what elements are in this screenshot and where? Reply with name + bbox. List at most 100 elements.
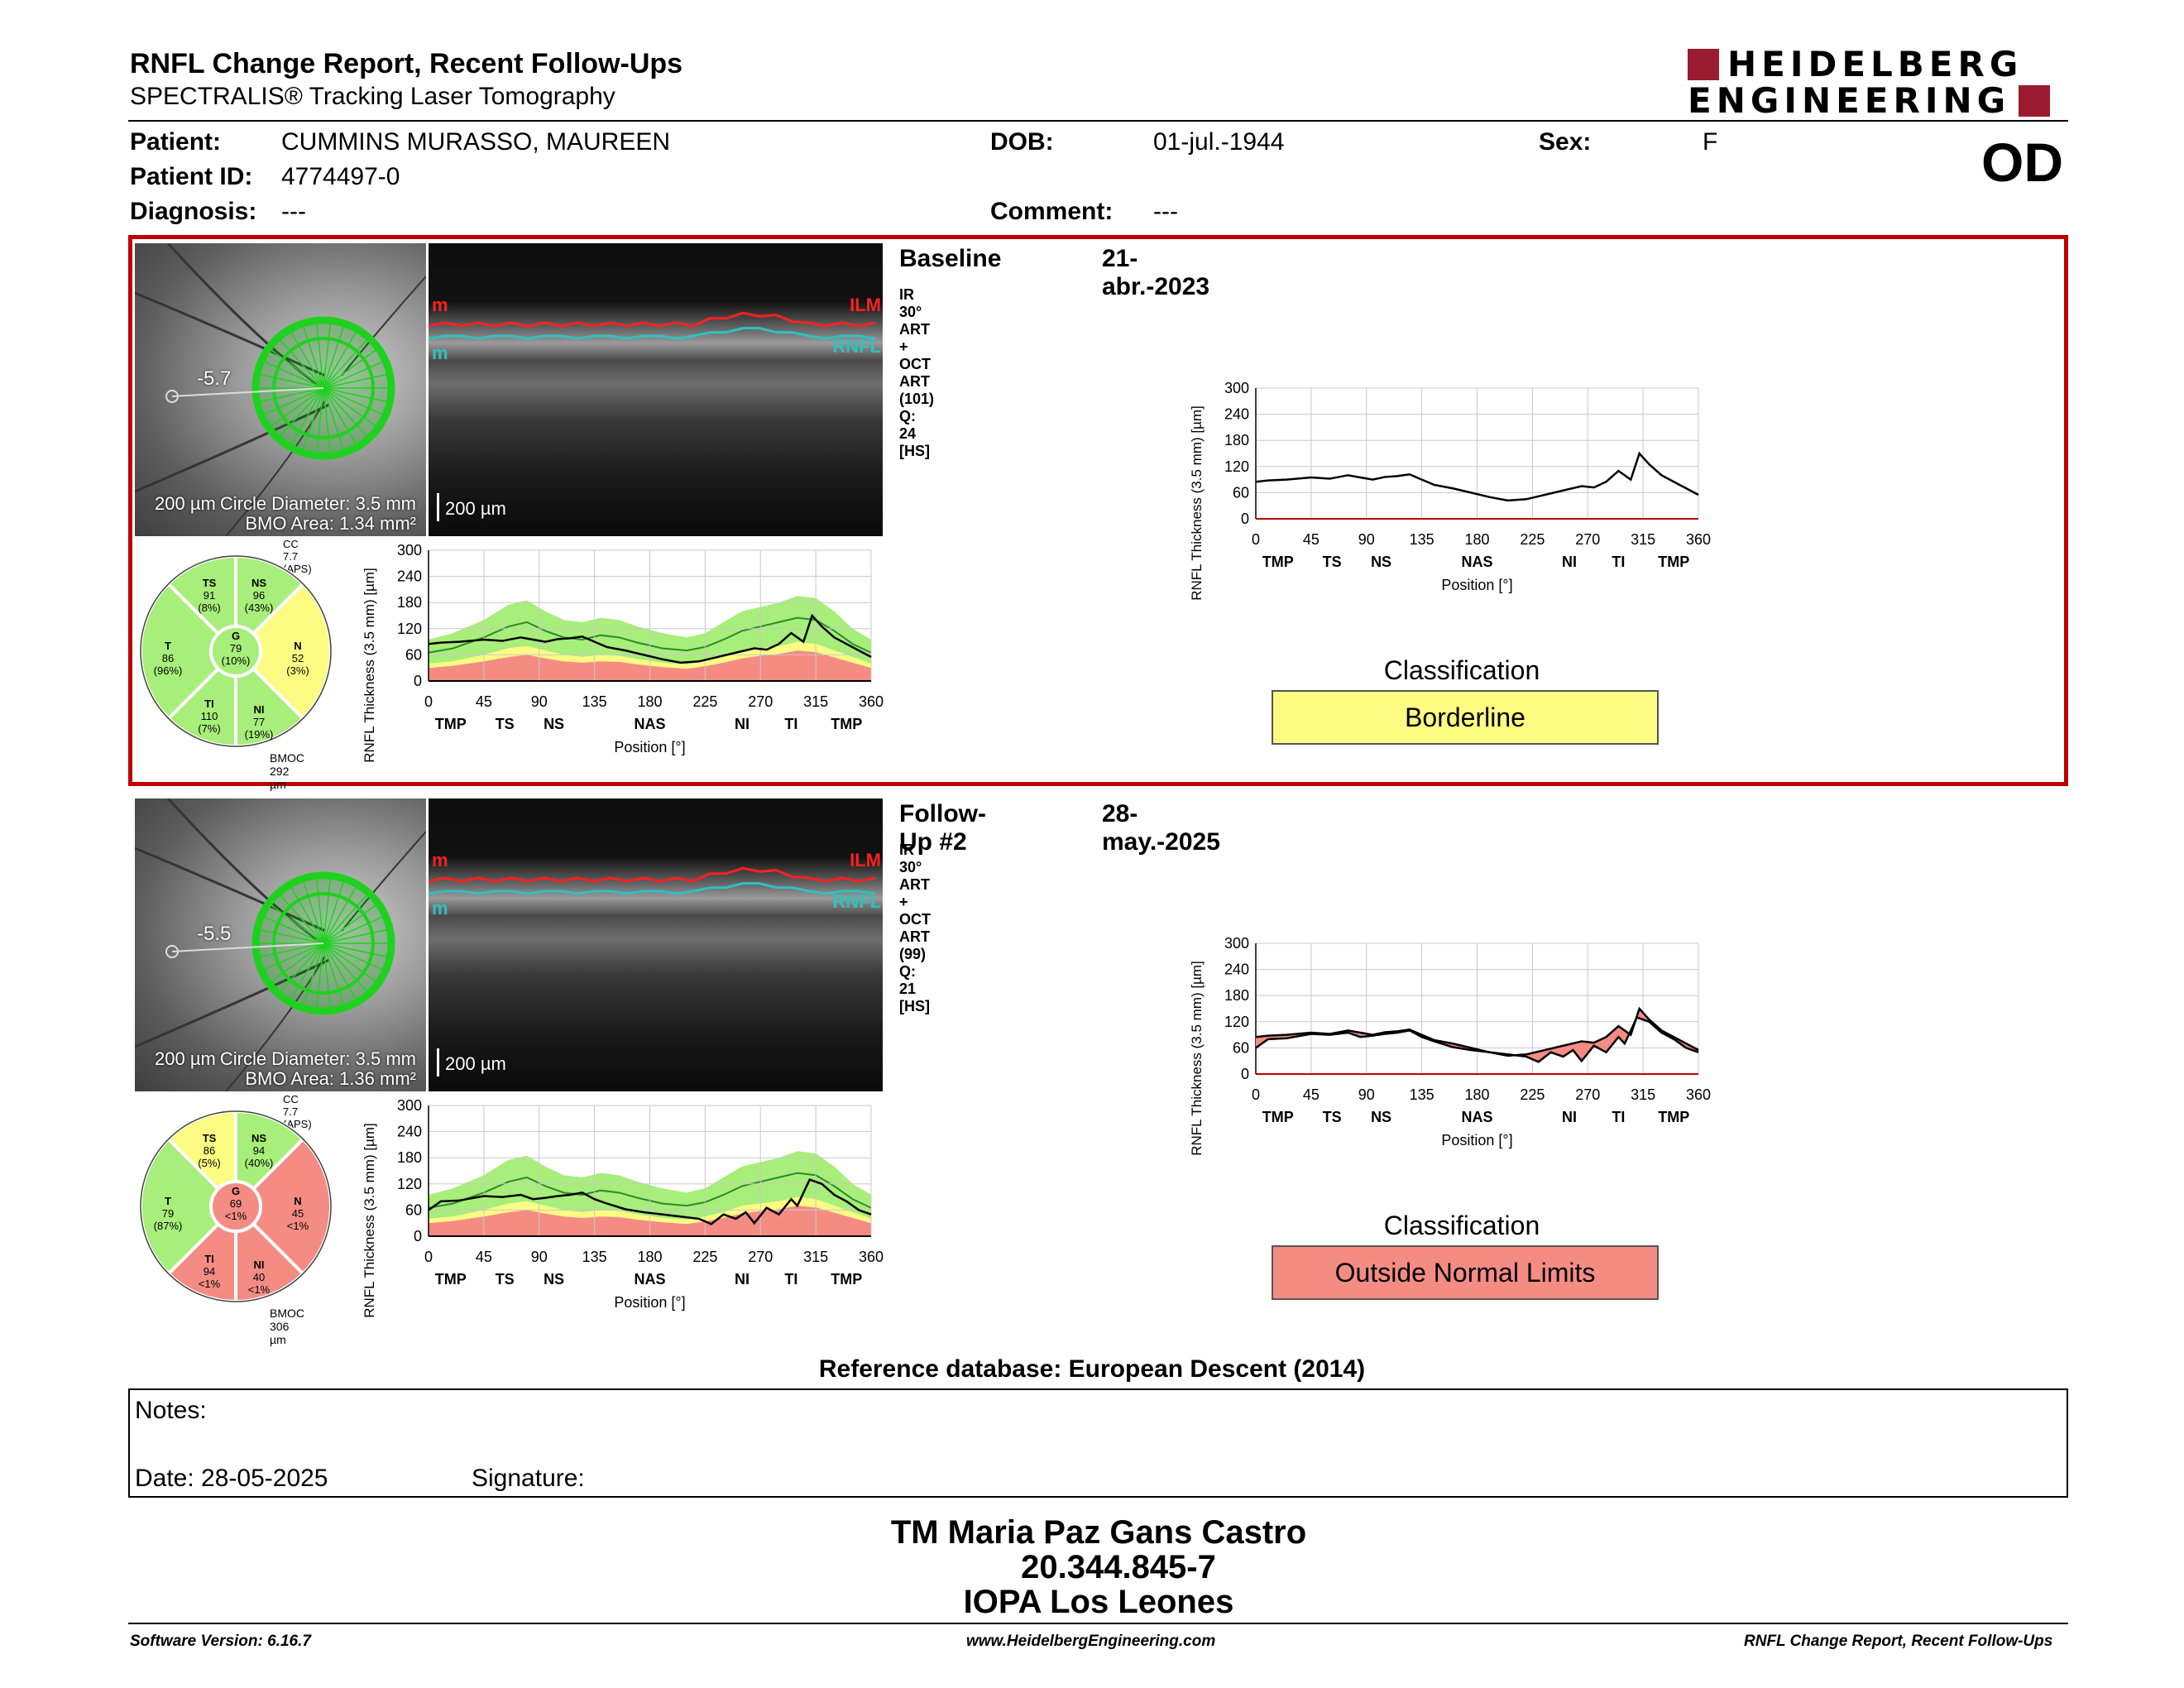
sector-axis-label: NAS — [1461, 1109, 1492, 1125]
scan-radial-line — [316, 324, 324, 389]
y-tick-label: 300 — [1224, 380, 1249, 396]
sector-ts-text: 86 — [204, 1144, 215, 1157]
sector-ns-text: (40%) — [245, 1157, 274, 1169]
fovea-angle: -5.5 — [197, 923, 232, 945]
y-tick-label: 60 — [1233, 484, 1249, 501]
scan-radial-line — [290, 387, 324, 444]
sector-global — [209, 625, 262, 678]
y-tick-label: 300 — [397, 542, 422, 559]
x-tick-label: 45 — [476, 1249, 492, 1265]
footer-divider — [128, 1623, 2068, 1624]
scan-radial-line — [323, 942, 387, 957]
scan-radial-line — [323, 894, 367, 944]
sector-axis-label: NAS — [1461, 554, 1492, 570]
y-tick-label: 0 — [1241, 511, 1249, 527]
comment-label: Comment: — [990, 198, 1114, 225]
scan-radial-line — [323, 916, 383, 944]
notes-box[interactable]: Notes: Date: 28-05-2025 Signature: — [128, 1388, 2068, 1498]
sector-axis-label: TI — [1612, 1109, 1625, 1125]
logo-text-engineering: ENGINEERING — [1688, 80, 2011, 121]
oct-scale: 200 µm — [445, 1053, 506, 1074]
scan-radial-line — [323, 942, 331, 1008]
scan-radial-line — [271, 942, 324, 982]
y-tick-label: 60 — [1233, 1039, 1249, 1056]
x-tick-label: 270 — [1575, 531, 1600, 548]
classification-label: Classification — [1383, 655, 1540, 685]
eye-indicator: OD — [1981, 132, 2063, 193]
thinning-area — [1256, 1009, 1698, 1062]
x-tick-label: 45 — [1303, 1086, 1320, 1103]
x-tick-label: 0 — [1252, 531, 1260, 548]
sector-axis-label: TS — [1323, 554, 1342, 570]
sector-ns-text: (43%) — [245, 602, 274, 614]
scan-radial-line — [316, 387, 324, 453]
sector-t-text: T — [165, 1195, 171, 1207]
fovea-marker-icon — [165, 390, 179, 403]
y-tick-label: 120 — [397, 1176, 422, 1192]
x-tick-label: 90 — [531, 693, 548, 710]
scan-radial-line — [303, 326, 324, 389]
bmoc-label: BMOC 306 µm — [270, 1307, 304, 1346]
scan-radial-line — [264, 942, 324, 971]
scan-radial-line — [323, 374, 387, 389]
scan-radial-line — [280, 894, 324, 944]
y-axis-label: RNFL Thickness (3.5 mm) [µm] — [1189, 961, 1205, 1156]
sector-axis-label: TMP — [831, 1271, 862, 1288]
x-tick-label: 270 — [748, 1249, 773, 1265]
bmo-area: BMO Area: 1.36 mm² — [245, 1068, 416, 1089]
website-url[interactable]: www.HeidelbergEngineering.com — [966, 1633, 1216, 1650]
scan-info: IR 30° ART + OCT ART (99) Q: 21 [HS] — [899, 842, 931, 1014]
sector-axis-label: TMP — [435, 716, 467, 732]
sector-axis-label: TS — [496, 716, 515, 732]
x-axis-label: Position [°] — [614, 739, 685, 755]
x-tick-label: 135 — [1410, 531, 1434, 548]
sector-g-text: 69 — [230, 1197, 242, 1210]
report-subtitle: SPECTRALIS® Tracking Laser Tomography — [130, 83, 615, 110]
retinal-vessel — [225, 955, 326, 1091]
scan-radial-line — [264, 916, 324, 944]
scan-radial-line — [323, 387, 344, 450]
rnfl-boundary-line — [429, 882, 876, 895]
sector-ti-text: 110 — [201, 710, 218, 722]
sector-outline — [140, 1110, 332, 1302]
scan-radial-line — [290, 887, 324, 944]
fundus-scale: 200 µm — [155, 1048, 216, 1069]
sector-outline — [140, 555, 332, 747]
sex-value: F — [1703, 128, 1718, 156]
report-title: RNFL Change Report, Recent Follow-Ups — [130, 48, 683, 79]
x-tick-label: 135 — [582, 693, 607, 710]
exam-title: Follow-Up #2 — [899, 800, 986, 856]
sector-axis-label: TMP — [1658, 554, 1689, 570]
y-tick-label: 240 — [1224, 961, 1249, 978]
scan-radial-line — [271, 904, 324, 944]
sector-t-text: T — [165, 640, 171, 652]
oct-scale-bar — [437, 493, 439, 521]
oct-marker-m-rnfl: m — [432, 898, 448, 918]
scan-radial-line — [323, 324, 331, 389]
scan-radial-line — [323, 387, 367, 437]
x-tick-label: 315 — [803, 1249, 828, 1265]
y-tick-label: 180 — [1224, 432, 1249, 448]
x-tick-label: 45 — [1303, 531, 1320, 548]
scan-radial-line — [316, 942, 324, 1008]
signature-label: Signature: — [472, 1465, 585, 1492]
x-tick-label: 180 — [637, 1249, 662, 1265]
x-tick-label: 225 — [692, 693, 717, 710]
y-tick-label: 300 — [397, 1097, 422, 1114]
series-line-baseline — [428, 1177, 872, 1225]
sector-axis-label: TS — [1323, 1109, 1342, 1125]
y-tick-label: 120 — [1224, 458, 1249, 475]
sector-ni-text: NI — [254, 1259, 265, 1271]
x-tick-label: 225 — [692, 1249, 717, 1265]
sex-label: Sex: — [1539, 128, 1592, 156]
x-tick-label: 45 — [476, 693, 492, 710]
scan-radial-line — [264, 387, 324, 415]
oct-marker-m: m — [432, 295, 448, 315]
scan-radial-line — [271, 387, 324, 427]
sector-ti-text: (7%) — [198, 722, 220, 735]
sector-n-text: N — [294, 1195, 301, 1207]
operator-id: 20.344.845-7 — [1021, 1549, 1216, 1585]
footer-report-name: RNFL Change Report, Recent Follow-Ups — [1744, 1633, 2053, 1650]
y-tick-label: 180 — [397, 1149, 422, 1166]
